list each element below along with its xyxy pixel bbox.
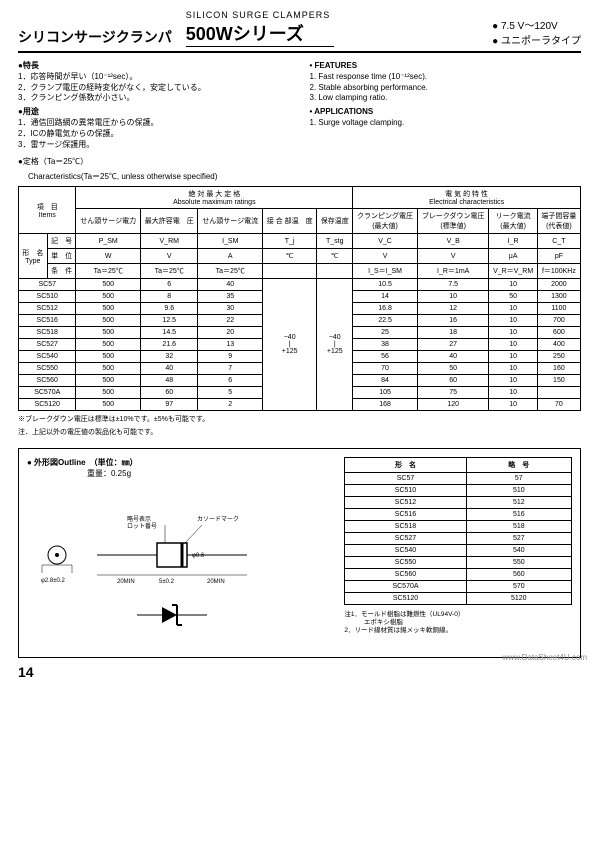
- table-row: SC518518: [345, 520, 572, 532]
- feature-en: 2. Stable absorbing performance.: [310, 83, 582, 94]
- th-unit: V: [417, 249, 489, 264]
- polarity-type: ● ユニポーラタイプ: [492, 32, 581, 47]
- feature-jp: 2．クランプ電圧の経時変化がなく，安定している。: [18, 83, 290, 94]
- table-row: SC540540: [345, 544, 572, 556]
- table-row: SC57500640−40 | +125−40 | +12510.57.5102…: [19, 279, 581, 291]
- app-jp: 2．ICの静電気からの保護。: [18, 129, 290, 140]
- feature-en: 3. Low clamping ratio.: [310, 93, 582, 104]
- th-cond: [317, 264, 353, 279]
- th-col: 最大許容電 圧: [141, 209, 198, 234]
- svg-text:20MIN: 20MIN: [117, 579, 135, 585]
- features-en-head: • FEATURES: [310, 61, 582, 72]
- svg-text:5±0.2: 5±0.2: [159, 579, 175, 585]
- th-sym: P_SM: [76, 234, 141, 249]
- page-number: 14: [18, 664, 581, 680]
- ratings-head: ●定格（Ta＝25℃）: [18, 156, 581, 167]
- outline-note: 2．リード線材質は錫メッキ軟銅線。: [344, 627, 572, 635]
- th-elec: 電 気 的 特 性Electrical characteristics: [353, 187, 581, 209]
- th-unit-label: 単 位: [47, 249, 76, 264]
- feature-jp: 1．応答時間が早い（10⁻¹²sec）。: [18, 72, 290, 83]
- feature-en: 1. Fast response time (10⁻¹²sec).: [310, 72, 582, 83]
- series-title: 500Wシリーズ: [186, 20, 334, 47]
- svg-text:ロット番号: ロット番号: [127, 523, 157, 530]
- th-col: せん頭サージ電力: [76, 209, 141, 234]
- th-cond: I_S＝I_SM: [353, 264, 418, 279]
- th-unit: ℃: [263, 249, 317, 264]
- small-th: 形 名: [345, 457, 466, 472]
- table-row: SC5757: [345, 472, 572, 484]
- apps-en-head: • APPLICATIONS: [310, 107, 582, 118]
- outline-note: 注1．モールド樹脂は難燃性（UL94V-0）: [344, 611, 572, 619]
- th-unit: V: [353, 249, 418, 264]
- table-row: SC516516: [345, 508, 572, 520]
- th-cond: [263, 264, 317, 279]
- th-col: ブレークダウン電圧 (標準値): [417, 209, 489, 234]
- th-unit: V: [141, 249, 198, 264]
- svg-text:φ2.8±0.2: φ2.8±0.2: [41, 578, 66, 584]
- th-unit: W: [76, 249, 141, 264]
- feature-jp: 3．クランピング係数が小さい。: [18, 93, 290, 104]
- table-row: SC550550: [345, 556, 572, 568]
- features-jp-head: ●特長: [18, 61, 290, 72]
- small-th: 略 号: [466, 457, 571, 472]
- app-en: 1. Surge voltage clamping.: [310, 118, 582, 129]
- th-sym: V_C: [353, 234, 418, 249]
- watermark: www.DataSheet4U.com: [503, 653, 587, 662]
- table-footnote: 注．上記以外の電圧値の製品化も可能です。: [18, 428, 581, 437]
- th-unit: μA: [489, 249, 537, 264]
- th-col: リーク電流 (最大値): [489, 209, 537, 234]
- th-items: 項 目 Items: [19, 187, 76, 234]
- th-sym-label: 記 号: [47, 234, 76, 249]
- en-title: SILICON SURGE CLAMPERS: [186, 10, 478, 20]
- th-cond: f＝100KHz: [537, 264, 580, 279]
- th-unit: A: [198, 249, 263, 264]
- th-sym: V_RM: [141, 234, 198, 249]
- th-abs: 絶 対 最 大 定 格Absolute maximum ratings: [76, 187, 353, 209]
- th-cond: Ta＝25℃: [76, 264, 141, 279]
- th-sym: V_B: [417, 234, 489, 249]
- app-jp: 1．通信回路網の異常電圧からの保護。: [18, 118, 290, 129]
- svg-text:略号表示: 略号表示: [127, 515, 151, 523]
- apps-jp-head: ●用途: [18, 107, 290, 118]
- th-unit: pF: [537, 249, 580, 264]
- th-sym: I_R: [489, 234, 537, 249]
- th-sym: T_j: [263, 234, 317, 249]
- th-col: せん頭サージ電流: [198, 209, 263, 234]
- svg-text:カソードマーク: カソードマーク: [197, 516, 239, 523]
- outline-head: ● 外形図Outline （単位：㎜）: [27, 458, 138, 467]
- th-type: 形 名 Type: [19, 234, 48, 279]
- th-col: クランピング電圧 (最大値): [353, 209, 418, 234]
- th-cond: V_R＝V_RM: [489, 264, 537, 279]
- outline-diagram: φ2.8±0.2 略号表示 ロット番号 カソードマーク 20MIN 5±0.2 …: [27, 485, 330, 635]
- char-note: Characteristics(Ta＝25℃, unless otherwise…: [18, 171, 581, 182]
- th-cond-label: 条 件: [47, 264, 76, 279]
- svg-text:20MIN: 20MIN: [207, 579, 225, 585]
- th-col: 接 合 部温 度: [263, 209, 317, 234]
- th-sym: C_T: [537, 234, 580, 249]
- th-sym: I_SM: [198, 234, 263, 249]
- table-row: SC527527: [345, 532, 572, 544]
- th-cond: I_R＝1mA: [417, 264, 489, 279]
- table-footnote: ※ブレークダウン電圧は標準は±10%です。±5%も可能です。: [18, 415, 581, 424]
- jp-title: シリコンサージクランパ: [18, 27, 172, 47]
- th-col: 端子間容量 (代表値): [537, 209, 580, 234]
- table-row: SC510510: [345, 484, 572, 496]
- table-row: SC570A570: [345, 580, 572, 592]
- th-sym: T_stg: [317, 234, 353, 249]
- marking-table: 形 名略 号 SC5757SC510510SC512512SC516516SC5…: [344, 457, 572, 605]
- th-unit: ℃: [317, 249, 353, 264]
- table-row: SC51205120: [345, 592, 572, 604]
- th-cond: Ta＝25℃: [141, 264, 198, 279]
- outline-box: ● 外形図Outline （単位：㎜） 重量：0.25g φ2.8±0.2 略号…: [18, 448, 581, 658]
- volt-range: ● 7.5 V～120V: [492, 17, 581, 32]
- svg-text:φ0.6: φ0.6: [192, 553, 205, 559]
- table-row: SC512512: [345, 496, 572, 508]
- outline-weight: 重量：0.25g: [27, 469, 131, 478]
- table-row: SC560560: [345, 568, 572, 580]
- th-cond: Ta＝25℃: [198, 264, 263, 279]
- th-col: 保存温度: [317, 209, 353, 234]
- app-jp: 3．雷サージ保護用。: [18, 140, 290, 151]
- ratings-table: 項 目 Items 絶 対 最 大 定 格Absolute maximum ra…: [18, 186, 581, 411]
